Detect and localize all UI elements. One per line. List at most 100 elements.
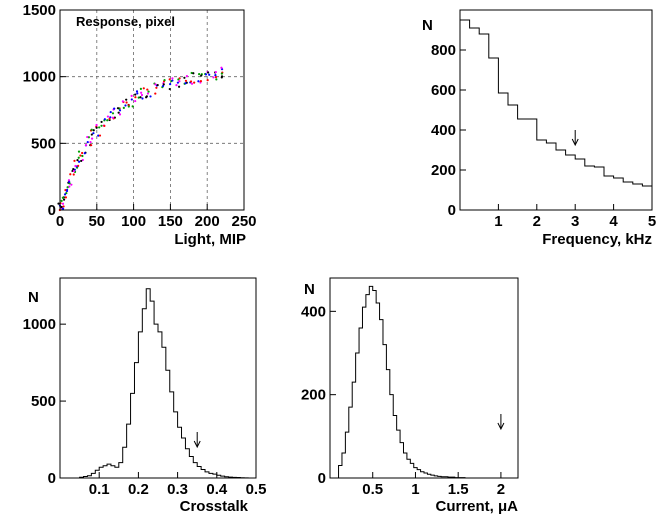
response-data-point	[139, 87, 142, 90]
panel-current: 0.5 1 1.5 2 0 200 400 N Current, μA	[301, 277, 519, 515]
response-ytick-label: 500	[31, 135, 56, 152]
response-data-point	[125, 101, 128, 104]
crosstalk-n-label: N	[28, 289, 39, 306]
crosstalk-xtick-label: 0.5	[246, 481, 267, 498]
response-data-point	[61, 207, 65, 210]
response-data-point	[103, 118, 106, 121]
response-data-point	[134, 99, 137, 103]
current-xtick-label: 2	[497, 481, 505, 498]
response-data-point	[111, 112, 115, 115]
response-data-point	[77, 160, 81, 163]
response-data-point	[108, 117, 111, 121]
frequency-arrow-head	[571, 138, 579, 147]
response-data-point	[64, 196, 68, 199]
frequency-arrow-marker	[571, 130, 579, 147]
response-data-point	[74, 164, 77, 168]
response-data-point	[61, 202, 65, 205]
frequency-ytick-label: 200	[431, 162, 456, 179]
response-data-point	[197, 72, 201, 76]
response-data-point	[140, 91, 143, 94]
current-frame	[329, 277, 519, 479]
response-ytick-label: 1000	[23, 69, 56, 86]
current-xlabel: Current, μA	[435, 498, 518, 515]
response-data-point	[95, 123, 98, 127]
response-data-point	[106, 119, 109, 122]
response-data-point	[62, 198, 66, 201]
response-data-point	[183, 76, 186, 79]
response-data-point	[98, 134, 102, 137]
response-data-point	[212, 76, 215, 79]
response-data-point	[145, 96, 148, 99]
response-data-point	[60, 199, 63, 202]
response-data-point	[87, 136, 90, 139]
response-xlabel: Light, MIP	[174, 231, 246, 248]
response-gridlines	[60, 10, 244, 210]
response-data-point	[100, 124, 103, 127]
response-data-point	[142, 87, 145, 90]
frequency-histogram-line	[459, 19, 653, 210]
response-data-point	[168, 87, 171, 91]
response-data-point	[154, 83, 157, 86]
response-data-point	[215, 78, 218, 81]
response-data-point	[199, 80, 203, 83]
response-data-point	[68, 180, 71, 184]
response-data-point	[220, 75, 224, 78]
response-data-point	[86, 135, 89, 139]
response-xtick-label: 0	[56, 213, 64, 230]
response-xtick-label: 100	[121, 213, 146, 230]
response-data-point	[118, 113, 122, 116]
current-histogram-line	[338, 285, 466, 479]
current-xtick-label: 1.5	[448, 481, 469, 498]
frequency-n-label: N	[422, 17, 433, 34]
crosstalk-xtick-label: 0.4	[206, 481, 228, 498]
response-data-point	[171, 77, 174, 80]
frequency-xtick-label: 2	[533, 213, 541, 230]
current-arrow-marker	[497, 414, 505, 431]
response-data-point	[66, 186, 69, 189]
crosstalk-xtick-label: 0.3	[167, 481, 188, 498]
response-data-point	[72, 173, 75, 176]
crosstalk-ytick-label: 1000	[23, 316, 56, 333]
response-data-point	[81, 154, 84, 158]
frequency-xlabel: Frequency, kHz	[542, 231, 652, 248]
frequency-ytick-label: 600	[431, 82, 456, 99]
frequency-ytick-label: 0	[448, 202, 456, 219]
response-data-point	[122, 106, 125, 109]
response-data-point	[79, 154, 82, 157]
response-data-point	[113, 107, 116, 110]
response-data-point	[98, 126, 101, 129]
response-data-point	[147, 90, 150, 93]
response-data-point	[190, 82, 194, 85]
response-data-point	[95, 126, 98, 129]
response-data-point	[185, 75, 188, 78]
frequency-ytick-label: 800	[431, 42, 456, 59]
response-data-point	[176, 81, 180, 84]
crosstalk-ytick-label: 0	[48, 470, 56, 487]
response-frame	[59, 9, 245, 211]
frequency-xtick-label: 3	[571, 213, 579, 230]
response-data-point	[139, 96, 142, 99]
response-data-point	[177, 78, 180, 81]
panel-crosstalk: 0.1 0.2 0.3 0.4 0.5 0 500 1000 N Crosstalk	[23, 277, 267, 515]
response-data-point	[204, 73, 208, 76]
response-data-point	[137, 96, 140, 99]
response-data-point	[171, 79, 174, 82]
response-data-point	[184, 79, 188, 82]
response-xtick-label: 200	[195, 213, 220, 230]
response-data-point	[89, 141, 92, 144]
response-data-point	[63, 193, 67, 196]
response-data-point	[168, 78, 171, 81]
response-data-point	[163, 79, 166, 82]
response-data-point	[86, 141, 89, 144]
response-data-point	[208, 73, 211, 76]
current-xtick-label: 0.5	[362, 481, 383, 498]
panel-response: 0 50 100 150 200 250 0 500 1000 1500 Response, pi…	[23, 2, 257, 248]
response-data-point	[131, 105, 134, 108]
response-data-point	[220, 66, 223, 69]
response-data-point	[81, 158, 84, 162]
crosstalk-xtick-label: 0.2	[128, 481, 149, 498]
response-data-point	[184, 82, 187, 85]
response-data-point	[127, 105, 130, 108]
response-data-point	[214, 76, 218, 79]
response-ytick-label: 1500	[23, 2, 56, 19]
